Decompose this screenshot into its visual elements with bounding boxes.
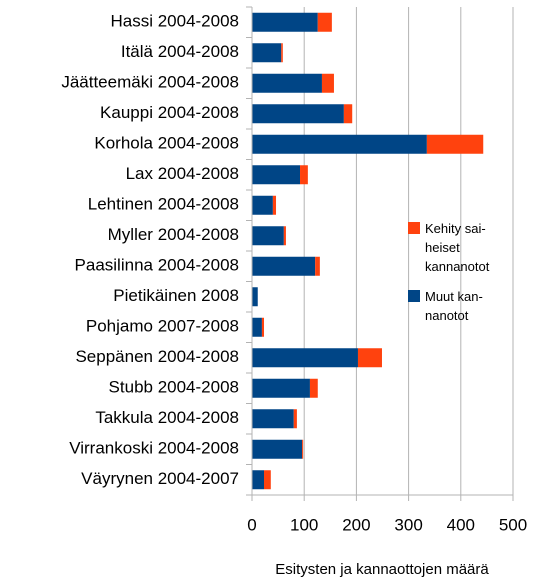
legend-swatch [408,222,420,234]
bar-segment [252,73,322,93]
bar-segment [252,348,358,368]
bar-segment [252,195,273,215]
x-tick-label: 200 [342,515,370,534]
bar-segment [343,104,353,124]
bar-segment [252,226,284,246]
y-tick-label: Paasilinna 2004-2008 [75,256,239,275]
legend-label: Kehity sai- heiset kannanotot [425,221,490,274]
bar-segment [252,12,318,32]
x-tick-label: 300 [394,515,422,534]
y-tick-label: Lax 2004-2008 [126,164,239,183]
x-axis-label: Esitysten ja kannaottojen määrä [275,561,489,578]
bar-segment [317,12,332,32]
bar-segment [252,43,282,63]
y-tick-label: Korhola 2004-2008 [94,134,239,153]
legend-swatch [408,290,420,302]
bar-segment [252,134,427,154]
bar-segment [252,409,294,429]
bar-segment [357,348,382,368]
bar-segment [252,287,258,307]
bar-segment [261,317,265,337]
bar-segment [252,256,316,276]
y-tick-label: Pietikäinen 2008 [113,286,239,305]
bar-segment [264,470,271,490]
y-tick-label: Kauppi 2004-2008 [100,103,239,122]
y-tick-label: Jäätteemäki 2004-2008 [61,73,239,92]
bar-segment [283,226,286,246]
bar-segment [272,195,277,215]
bar-segment [315,256,320,276]
bar-segment [252,470,265,490]
legend-label: Muut kan- nanotot [425,289,483,323]
bar-segment [321,73,334,93]
y-tick-label: Lehtinen 2004-2008 [88,195,239,214]
x-tick-label: 400 [447,515,475,534]
y-tick-label: Hassi 2004-2008 [110,12,239,31]
bar-segment [252,165,301,185]
bar-segment [252,104,344,124]
y-tick-label: Takkula 2004-2008 [95,408,239,427]
x-tick-label: 100 [290,515,318,534]
y-tick-label: Väyrynen 2004-2007 [81,469,239,488]
bar-segment [281,43,283,63]
x-tick-label: 0 [247,515,256,534]
y-tick-label: Itälä 2004-2008 [121,42,239,61]
y-tick-label: Stubb 2004-2008 [109,378,239,397]
bar-segment [309,378,318,398]
bar-segment [302,439,304,459]
bar-segment [252,317,262,337]
y-tick-label: Myller 2004-2008 [108,225,239,244]
bar-segment [252,439,303,459]
y-tick-label: Virrankoski 2004-2008 [69,439,239,458]
y-tick-label: Pohjamo 2007-2008 [86,317,239,336]
bar-segment [293,409,297,429]
y-tick-label: Seppänen 2004-2008 [75,347,239,366]
x-tick-label: 500 [499,515,527,534]
bar-segment [252,378,310,398]
bar-segment [300,165,308,185]
bar-segment [426,134,484,154]
